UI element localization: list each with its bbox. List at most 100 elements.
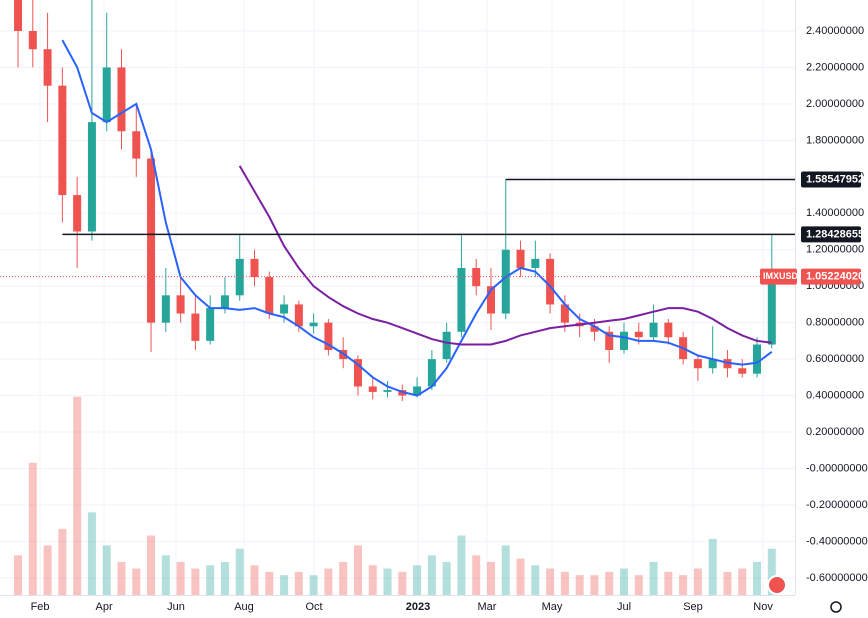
candle-body — [58, 85, 67, 196]
volume-bar — [723, 571, 732, 595]
x-tick-label: May — [542, 601, 563, 613]
volume-bar — [176, 561, 185, 595]
candle-body — [486, 286, 495, 314]
candle-body — [102, 67, 111, 123]
volume-bar — [664, 571, 673, 595]
candle-body — [590, 326, 599, 332]
volume-bar — [398, 571, 407, 595]
volume-bar — [516, 558, 525, 595]
candle-body — [738, 368, 747, 374]
volume-bar — [590, 575, 599, 595]
volume-bar — [324, 568, 333, 595]
candle-body — [546, 258, 555, 305]
volume-bar — [693, 568, 702, 595]
volume-bar — [457, 535, 466, 595]
y-tick-label: -0.60000000 — [806, 572, 868, 584]
volume-bar — [679, 575, 688, 595]
volume-bar — [738, 568, 747, 595]
candle-body — [265, 277, 274, 314]
grid — [0, 0, 795, 595]
volume-bar — [708, 538, 717, 595]
volume-bar — [132, 568, 141, 595]
candle-body — [516, 249, 525, 268]
candle-body — [220, 295, 229, 309]
volume-bar — [649, 561, 658, 595]
volume-bar — [161, 555, 170, 595]
volume-bar — [619, 568, 628, 595]
candle-body — [14, 0, 23, 31]
y-tick-label: -0.20000000 — [806, 499, 868, 511]
volume-bar — [634, 575, 643, 595]
candle-body — [442, 331, 451, 360]
symbol-label: IMXUSD — [763, 271, 799, 281]
y-tick-label: -0.40000000 — [806, 535, 868, 547]
candle-body — [73, 195, 82, 232]
volume-pane — [14, 396, 776, 595]
candle-body — [43, 49, 52, 86]
volume-bar — [501, 545, 510, 595]
flag-icon[interactable] — [767, 575, 787, 595]
candle-body — [693, 359, 702, 369]
volume-bar — [191, 568, 200, 595]
volume-bar — [605, 571, 614, 595]
x-tick-label: Mar — [478, 601, 497, 613]
candle-body — [324, 322, 333, 350]
candle-body — [753, 344, 762, 374]
candle-body — [368, 386, 377, 392]
x-tick-label: Feb — [31, 601, 50, 613]
candle-body — [457, 267, 466, 332]
volume-bar — [767, 548, 776, 595]
volume-bar — [43, 545, 52, 595]
volume-bar — [753, 561, 762, 595]
candle-body — [87, 122, 96, 232]
candle-body — [280, 304, 289, 314]
volume-bar — [531, 565, 540, 595]
candle-body — [501, 249, 510, 314]
moving-average-line — [238, 165, 772, 346]
y-tick-label: 0.20000000 — [806, 426, 864, 438]
volume-bar — [265, 571, 274, 595]
volume-bar — [560, 571, 569, 595]
y-tick-label: 2.00000000 — [806, 98, 864, 110]
candle-body — [472, 267, 481, 287]
candle-body — [619, 331, 628, 350]
volume-bar — [472, 555, 481, 595]
volume-bar — [368, 565, 377, 595]
volume-bar — [117, 561, 126, 595]
x-tick-label: Sep — [683, 601, 703, 613]
candle-body — [634, 331, 643, 338]
volume-bar — [280, 575, 289, 595]
candle-body — [309, 322, 318, 327]
settings-icon[interactable] — [830, 601, 842, 613]
volume-bar — [102, 545, 111, 595]
volume-bar — [220, 561, 229, 595]
volume-bar — [294, 571, 303, 595]
candle-body — [117, 67, 126, 132]
last-price-box — [801, 268, 861, 285]
candle-body — [28, 30, 37, 50]
x-tick-label: Jun — [167, 601, 185, 613]
candle-body — [767, 276, 776, 345]
y-tick-label: 2.40000000 — [806, 25, 864, 37]
x-tick-label: Apr — [95, 601, 112, 613]
volume-bar — [427, 555, 436, 595]
candle-body — [132, 131, 141, 159]
level-label-box — [801, 171, 861, 188]
candle-body — [531, 258, 540, 268]
y-tick-label: 1.40000000 — [806, 207, 864, 219]
volume-bar — [575, 575, 584, 595]
y-tick-label: 0.40000000 — [806, 389, 864, 401]
volume-bar — [73, 396, 82, 595]
volume-bar — [206, 565, 215, 595]
candle-body — [353, 359, 362, 387]
candle-body — [708, 359, 717, 369]
volume-bar — [339, 561, 348, 595]
y-tick-label: 0.80000000 — [806, 317, 864, 329]
candle-body — [383, 390, 392, 392]
x-tick-label: Jul — [617, 601, 631, 613]
volume-bar — [442, 561, 451, 595]
volume-bar — [147, 535, 156, 595]
volume-bar — [14, 555, 23, 595]
